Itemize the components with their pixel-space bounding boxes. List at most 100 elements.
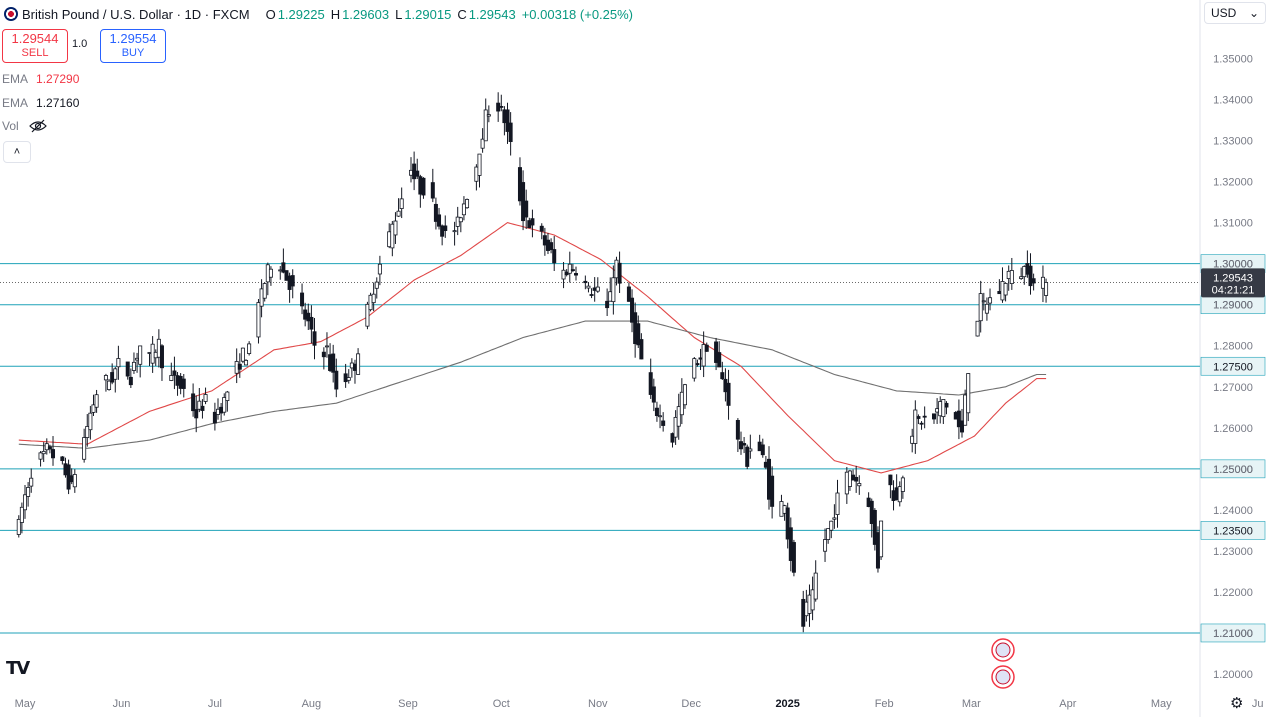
candle-body [879, 520, 884, 558]
candle-body [605, 300, 610, 309]
candle-body [956, 410, 961, 428]
candle-body [648, 372, 653, 395]
candle-body [872, 509, 877, 545]
time-tick-label: Dec [681, 698, 701, 710]
time-tick-label: Aug [302, 698, 322, 710]
candle-body [589, 294, 594, 296]
candle-body [770, 475, 775, 507]
candle-body [94, 394, 99, 408]
candle-body [735, 419, 740, 440]
eye-hidden-icon[interactable] [28, 119, 47, 133]
candle-body [91, 404, 96, 413]
candle-body [82, 437, 87, 460]
candle-body [981, 300, 986, 303]
candle-body [138, 345, 143, 365]
flag-icon [995, 642, 1011, 658]
candle-body [720, 372, 725, 380]
low-label: L [395, 6, 403, 22]
candle-body [331, 353, 336, 373]
candle-body [452, 230, 457, 233]
candle-body [300, 292, 305, 307]
candle-body [1009, 270, 1014, 284]
candle-body [107, 380, 112, 391]
candle-body [682, 384, 687, 406]
order-quantity[interactable]: 1.0 [72, 38, 88, 50]
low-value: 1.29015 [404, 6, 452, 22]
candle-body [256, 302, 261, 338]
candle-body [1028, 265, 1033, 287]
level-tag-label: 1.30000 [1213, 259, 1253, 271]
candle-body [461, 203, 466, 216]
candle-body [673, 416, 678, 438]
candle-body [692, 358, 697, 379]
level-tag-label: 1.21000 [1213, 628, 1253, 640]
candle-body [477, 153, 482, 176]
candle-body [524, 200, 529, 218]
candle-body [916, 416, 921, 419]
candle-body [125, 361, 130, 377]
price-tick-label: 1.20000 [1213, 669, 1253, 681]
price-axis[interactable]: 1.35000 1.34000 1.33000 1.32000 1.31000 1.300… [1201, 54, 1265, 681]
ema-slow-legend[interactable]: EMA 1.27160 [2, 96, 79, 110]
level-tag-label: 1.27500 [1213, 361, 1253, 373]
ema-slow-line [18, 320, 1047, 449]
close-value: 1.29543 [468, 6, 516, 22]
tradingview-logo[interactable]: TV [6, 658, 30, 679]
candle-body [748, 448, 753, 452]
candle-body [194, 409, 199, 419]
gear-icon[interactable]: ⚙ [1230, 695, 1244, 712]
candle-body [103, 375, 108, 381]
level-tag [1200, 521, 1266, 540]
candle-body [60, 456, 65, 461]
candle-body [742, 443, 747, 446]
price-tick-label: 1.34000 [1213, 95, 1253, 107]
flag-icon [995, 669, 1011, 685]
candle-body [960, 420, 965, 433]
event-markers[interactable] [991, 638, 1015, 689]
candle-body [433, 203, 438, 222]
buy-button[interactable]: 1.29554 BUY [100, 29, 166, 63]
level-tag-label: 1.23500 [1213, 525, 1253, 537]
currency-select[interactable]: USD ⌄ [1204, 2, 1266, 24]
candle-body [570, 269, 575, 271]
candle-body [913, 409, 918, 444]
candle-body [244, 359, 249, 366]
candle-body [22, 494, 27, 511]
candle-body [458, 217, 463, 223]
price-tick-label: 1.23000 [1213, 546, 1253, 558]
candle-body [284, 270, 289, 281]
candle-body [377, 263, 382, 275]
candle-body [374, 281, 379, 289]
candle-body [726, 382, 731, 406]
high-label: H [330, 6, 341, 22]
candle-body [19, 506, 24, 523]
sell-button[interactable]: 1.29544 SELL [2, 29, 68, 63]
candle-body [47, 446, 52, 450]
price-tick-label: 1.27000 [1213, 382, 1253, 394]
candle-body [966, 373, 971, 414]
buy-label: BUY [121, 47, 145, 59]
candle-body [670, 433, 675, 443]
candle-body [29, 477, 34, 487]
candle-body [483, 109, 488, 142]
candle-body [268, 268, 273, 278]
candle-body [240, 347, 245, 362]
price-tick-label: 1.24000 [1213, 505, 1253, 517]
candle-body [415, 170, 420, 177]
gbp-usd-flag-icon [4, 7, 18, 21]
candle-body [661, 420, 666, 426]
candle-body [131, 361, 136, 371]
level-tag-label: 1.25000 [1213, 464, 1253, 476]
ema-fast-legend[interactable]: EMA 1.27290 [2, 72, 79, 86]
volume-legend[interactable]: Vol [2, 119, 47, 133]
candle-body [365, 303, 370, 327]
time-axis[interactable]: May Jun Jul Aug Sep Oct Nov Dec 2025 Feb Mar Apr May… [15, 698, 1264, 710]
symbol-title[interactable]: British Pound / U.S. Dollar · 1D · FXCM [22, 6, 250, 22]
candle-body [654, 407, 659, 417]
candle-body [829, 520, 834, 531]
price-tick-label: 1.25000 [1213, 464, 1253, 476]
candle-body [16, 518, 21, 535]
collapse-legend-button[interactable]: ˄ [3, 141, 31, 163]
indicator-name: EMA [2, 96, 29, 110]
